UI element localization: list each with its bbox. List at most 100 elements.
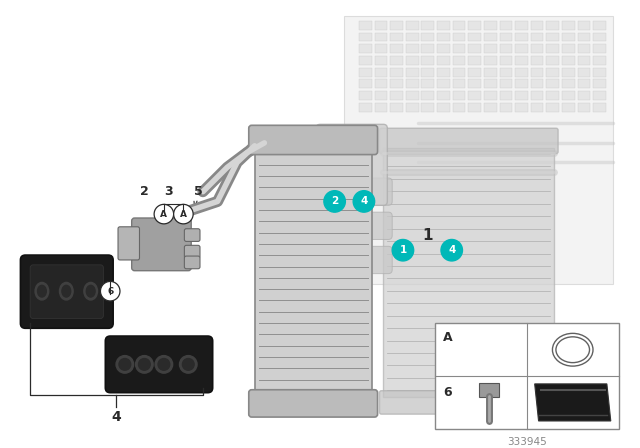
- Ellipse shape: [62, 285, 70, 297]
- FancyBboxPatch shape: [578, 56, 590, 65]
- FancyBboxPatch shape: [374, 44, 387, 53]
- FancyBboxPatch shape: [374, 91, 387, 100]
- Text: 6: 6: [443, 386, 452, 399]
- FancyBboxPatch shape: [531, 103, 543, 112]
- FancyBboxPatch shape: [484, 68, 497, 77]
- FancyBboxPatch shape: [484, 21, 497, 30]
- Text: 3: 3: [164, 185, 173, 198]
- FancyBboxPatch shape: [562, 33, 575, 41]
- FancyBboxPatch shape: [390, 44, 403, 53]
- FancyBboxPatch shape: [437, 44, 450, 53]
- Circle shape: [119, 358, 131, 370]
- FancyBboxPatch shape: [406, 44, 419, 53]
- Ellipse shape: [60, 282, 73, 300]
- FancyBboxPatch shape: [562, 56, 575, 65]
- Circle shape: [324, 191, 346, 212]
- Circle shape: [158, 358, 170, 370]
- Circle shape: [353, 191, 374, 212]
- Circle shape: [392, 240, 413, 261]
- FancyBboxPatch shape: [468, 44, 481, 53]
- FancyBboxPatch shape: [359, 21, 372, 30]
- FancyBboxPatch shape: [437, 21, 450, 30]
- FancyBboxPatch shape: [484, 56, 497, 65]
- Circle shape: [173, 204, 193, 224]
- Text: 1: 1: [422, 228, 433, 243]
- FancyBboxPatch shape: [422, 44, 434, 53]
- FancyBboxPatch shape: [484, 33, 497, 41]
- FancyBboxPatch shape: [406, 103, 419, 112]
- FancyBboxPatch shape: [578, 44, 590, 53]
- FancyBboxPatch shape: [468, 103, 481, 112]
- FancyBboxPatch shape: [593, 103, 606, 112]
- Circle shape: [136, 356, 153, 373]
- FancyBboxPatch shape: [406, 68, 419, 77]
- FancyBboxPatch shape: [500, 56, 512, 65]
- FancyBboxPatch shape: [390, 56, 403, 65]
- Ellipse shape: [86, 285, 95, 297]
- FancyBboxPatch shape: [374, 68, 387, 77]
- FancyBboxPatch shape: [249, 125, 378, 155]
- FancyBboxPatch shape: [390, 79, 403, 88]
- FancyBboxPatch shape: [383, 148, 554, 396]
- FancyBboxPatch shape: [184, 256, 200, 269]
- FancyBboxPatch shape: [500, 68, 512, 77]
- FancyBboxPatch shape: [374, 79, 387, 88]
- FancyBboxPatch shape: [359, 79, 372, 88]
- FancyBboxPatch shape: [406, 33, 419, 41]
- FancyBboxPatch shape: [437, 56, 450, 65]
- FancyBboxPatch shape: [452, 44, 465, 53]
- FancyBboxPatch shape: [515, 56, 528, 65]
- FancyBboxPatch shape: [255, 148, 372, 396]
- FancyBboxPatch shape: [359, 68, 372, 77]
- FancyBboxPatch shape: [500, 79, 512, 88]
- FancyBboxPatch shape: [437, 33, 450, 41]
- FancyBboxPatch shape: [452, 91, 465, 100]
- FancyBboxPatch shape: [437, 79, 450, 88]
- FancyBboxPatch shape: [435, 323, 619, 429]
- FancyBboxPatch shape: [593, 91, 606, 100]
- FancyBboxPatch shape: [547, 68, 559, 77]
- FancyBboxPatch shape: [422, 21, 434, 30]
- FancyBboxPatch shape: [20, 255, 113, 328]
- FancyBboxPatch shape: [422, 79, 434, 88]
- FancyBboxPatch shape: [515, 79, 528, 88]
- FancyBboxPatch shape: [390, 33, 403, 41]
- FancyBboxPatch shape: [484, 103, 497, 112]
- FancyBboxPatch shape: [547, 33, 559, 41]
- FancyBboxPatch shape: [500, 33, 512, 41]
- FancyBboxPatch shape: [359, 56, 372, 65]
- FancyBboxPatch shape: [593, 56, 606, 65]
- FancyBboxPatch shape: [515, 91, 528, 100]
- FancyBboxPatch shape: [374, 103, 387, 112]
- FancyBboxPatch shape: [390, 21, 403, 30]
- FancyBboxPatch shape: [390, 91, 403, 100]
- FancyBboxPatch shape: [132, 218, 191, 271]
- Circle shape: [138, 358, 150, 370]
- Text: A: A: [180, 210, 187, 219]
- FancyBboxPatch shape: [30, 265, 104, 319]
- FancyBboxPatch shape: [380, 391, 558, 414]
- FancyBboxPatch shape: [452, 56, 465, 65]
- Ellipse shape: [38, 285, 46, 297]
- FancyBboxPatch shape: [374, 21, 387, 30]
- FancyBboxPatch shape: [547, 44, 559, 53]
- FancyBboxPatch shape: [515, 33, 528, 41]
- Text: A: A: [443, 331, 452, 344]
- FancyBboxPatch shape: [390, 68, 403, 77]
- FancyBboxPatch shape: [578, 79, 590, 88]
- FancyBboxPatch shape: [578, 33, 590, 41]
- FancyBboxPatch shape: [531, 21, 543, 30]
- FancyBboxPatch shape: [468, 33, 481, 41]
- FancyBboxPatch shape: [578, 91, 590, 100]
- FancyBboxPatch shape: [359, 103, 372, 112]
- FancyBboxPatch shape: [422, 103, 434, 112]
- Circle shape: [182, 358, 194, 370]
- FancyBboxPatch shape: [468, 68, 481, 77]
- FancyBboxPatch shape: [468, 79, 481, 88]
- Text: 4: 4: [360, 196, 367, 207]
- FancyBboxPatch shape: [422, 33, 434, 41]
- FancyBboxPatch shape: [562, 21, 575, 30]
- Text: 5: 5: [194, 185, 202, 198]
- FancyBboxPatch shape: [359, 91, 372, 100]
- FancyBboxPatch shape: [380, 128, 558, 154]
